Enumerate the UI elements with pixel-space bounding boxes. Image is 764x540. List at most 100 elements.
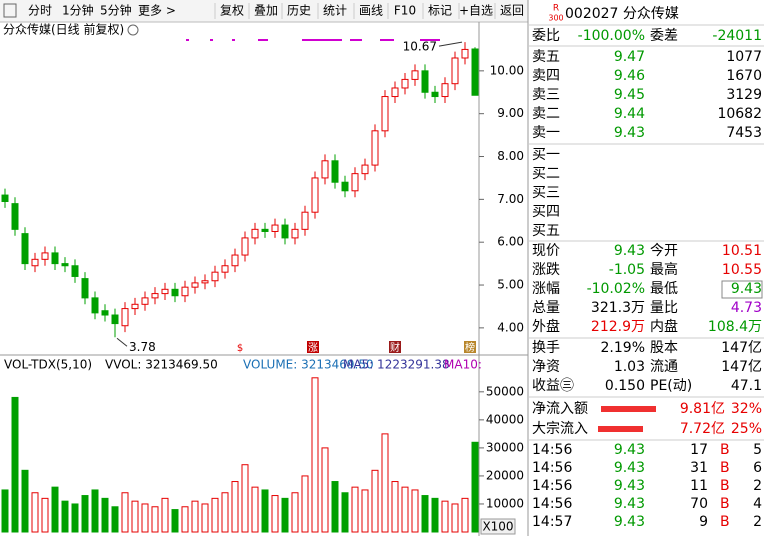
event-marker-box — [307, 341, 319, 353]
field-value: 212.9万 — [591, 319, 645, 335]
trade-time: 14:56 — [532, 496, 572, 512]
title-menu-icon[interactable] — [127, 24, 139, 36]
candle-body — [471, 48, 479, 96]
flow-percent: 25% — [731, 421, 762, 437]
trade-price: 9.43 — [614, 496, 645, 512]
volume-bar — [161, 497, 169, 533]
volume-bar — [321, 447, 329, 533]
volume-bar — [11, 396, 19, 533]
annotation-label: 10.67 — [403, 40, 437, 54]
candle-body — [121, 308, 129, 327]
order-label: 买二 — [532, 166, 560, 182]
candle-body — [321, 160, 329, 179]
event-marker[interactable]: $ — [237, 343, 243, 354]
toolbar-button[interactable]: +自选 — [459, 4, 493, 18]
volume-bar — [141, 503, 149, 533]
field-value: 47.1 — [731, 378, 762, 394]
volume-bar — [51, 486, 59, 533]
volume-legend: MA5: 1223291.38 — [343, 358, 450, 372]
volume-bar — [411, 489, 419, 533]
menu-icon[interactable] — [3, 3, 17, 18]
trade-side: B — [720, 442, 730, 458]
candle-body — [301, 211, 309, 230]
field-label: 量比 — [650, 300, 678, 316]
index-badge: R — [553, 4, 559, 14]
order-volume: 1670 — [726, 68, 762, 84]
period-tab[interactable]: 更多 > — [138, 4, 176, 18]
volume-bar — [361, 489, 369, 533]
volume-bar — [261, 489, 269, 533]
field-label: 最低 — [650, 281, 678, 297]
field-label: 委比 — [532, 28, 560, 44]
order-volume: 1077 — [726, 49, 762, 65]
toolbar-button[interactable]: 画线 — [359, 4, 383, 18]
trade-price: 9.43 — [614, 460, 645, 476]
volume-bar — [471, 441, 479, 533]
candle-body — [171, 288, 179, 297]
toolbar-button[interactable]: 历史 — [287, 4, 311, 18]
trade-side: B — [720, 478, 730, 494]
event-marker[interactable]: 涨 — [308, 342, 318, 354]
volume-bar — [21, 469, 29, 533]
order-volume: 7453 — [726, 125, 762, 141]
y-tick-label: 8.00 — [497, 149, 524, 163]
field-value: 321.3万 — [591, 300, 645, 316]
candle-body — [281, 224, 289, 239]
y-tick-label: 30000 — [486, 440, 524, 454]
field-label: 股本 — [650, 340, 678, 356]
candle-body — [21, 233, 29, 265]
event-marker[interactable]: 财 — [390, 341, 400, 354]
toolbar-button[interactable]: 标记 — [428, 4, 452, 18]
chart-title: 分众传媒(日线 前复权) — [3, 22, 124, 37]
field-label: 涨幅 — [532, 281, 560, 297]
volume-bar — [201, 503, 209, 533]
y-tick-label: 50000 — [486, 384, 524, 398]
candle-body — [361, 164, 369, 175]
field-value: 2.19% — [601, 340, 645, 356]
volume-bar — [111, 506, 119, 533]
candle-body — [271, 224, 279, 232]
candle-body — [1, 194, 9, 202]
candle-body — [331, 160, 339, 183]
scale-label: X100 — [482, 520, 513, 534]
trade-count: 2 — [753, 478, 762, 494]
volume-bar — [71, 503, 79, 533]
field-label: 内盘 — [650, 318, 678, 335]
order-label: 买一 — [532, 147, 560, 163]
trade-time: 14:56 — [532, 460, 572, 476]
volume-bar — [281, 497, 289, 533]
candle-body — [261, 228, 269, 232]
toolbar-button[interactable]: 叠加 — [254, 4, 278, 18]
candle-body — [411, 70, 419, 80]
flow-bar — [598, 426, 643, 432]
period-tab[interactable]: 5分钟 — [100, 3, 132, 18]
y-tick-label: 9.00 — [497, 106, 524, 120]
field-value: 10.55 — [722, 262, 762, 278]
toolbar-button[interactable]: 复权 — [220, 4, 244, 18]
period-tab[interactable]: 1分钟 — [62, 3, 94, 18]
candle-body — [371, 130, 379, 166]
toolbar-bg — [0, 0, 528, 22]
toolbar-button[interactable]: 统计 — [323, 4, 347, 18]
candle-body — [391, 87, 399, 98]
volume-bar — [221, 492, 229, 533]
volume-bar — [181, 506, 189, 533]
candle-body — [451, 57, 459, 85]
volume-bar — [151, 506, 159, 533]
trade-count: 5 — [753, 442, 762, 458]
volume-bar — [381, 433, 389, 533]
volume-bar — [211, 497, 219, 533]
toolbar-button[interactable]: 返回 — [500, 4, 524, 18]
candle-body — [81, 278, 89, 299]
field-value: 0.150 — [605, 378, 645, 394]
candle-body — [201, 280, 209, 284]
toolbar-button[interactable]: F10 — [394, 4, 416, 18]
period-tab[interactable]: 分时 — [28, 4, 52, 18]
field-label: 今开 — [650, 243, 678, 259]
candle-body — [191, 282, 199, 288]
event-marker[interactable]: 榜 — [465, 341, 475, 354]
low-price-box — [721, 280, 763, 299]
trade-volume: 31 — [690, 460, 708, 476]
flow-label: 大宗流入 — [532, 421, 588, 437]
volume-bar — [91, 489, 99, 533]
